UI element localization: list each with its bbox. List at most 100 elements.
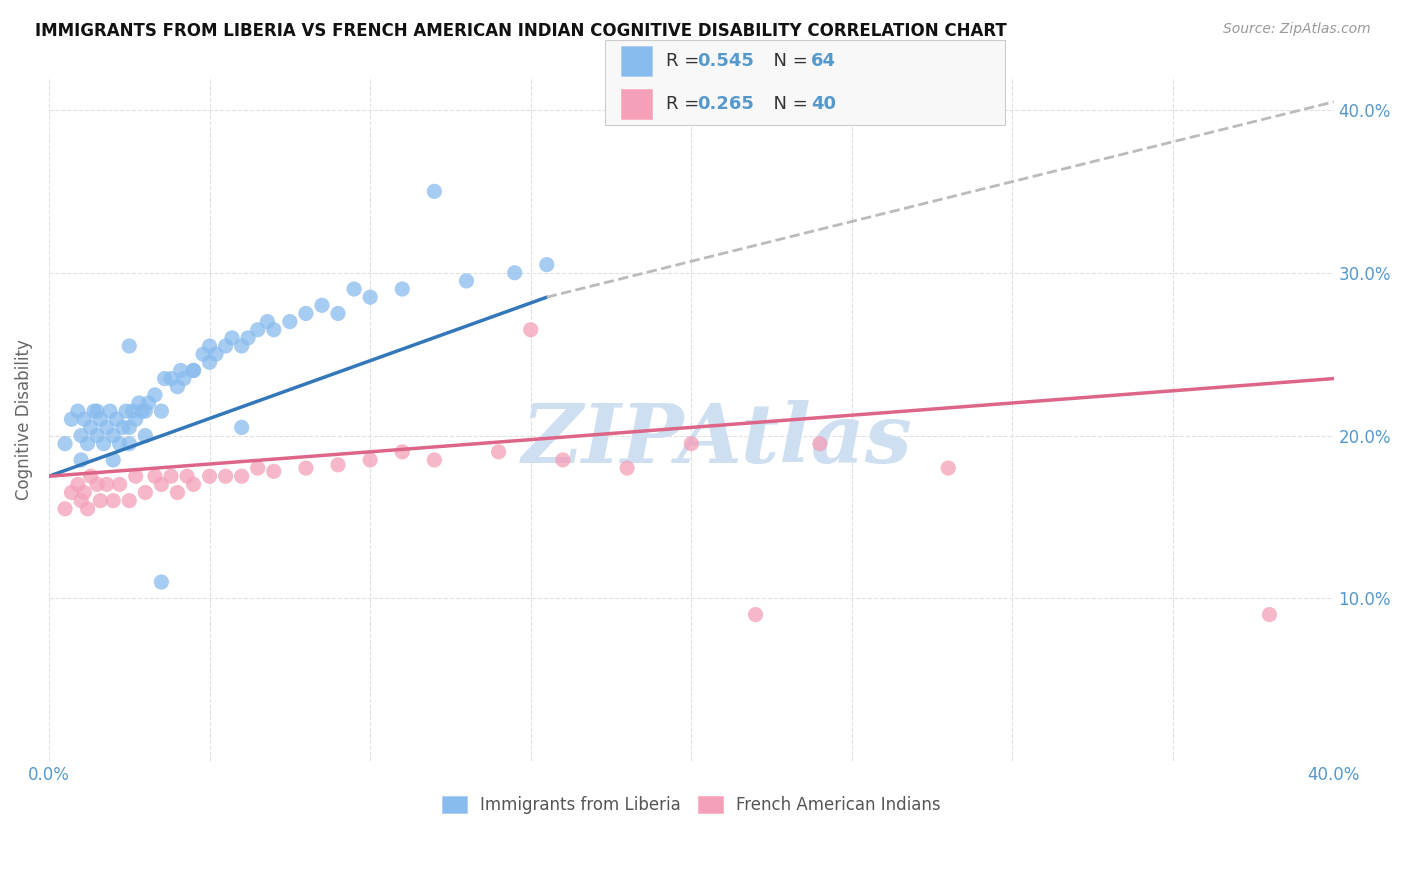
Point <box>681 436 703 450</box>
Point <box>103 428 125 442</box>
Point <box>183 363 205 377</box>
Point <box>73 485 96 500</box>
Point <box>936 461 959 475</box>
Point <box>278 315 301 329</box>
Point <box>173 371 195 385</box>
Point <box>231 339 253 353</box>
Point <box>93 436 115 450</box>
Point <box>118 493 141 508</box>
Point <box>121 404 143 418</box>
Point <box>536 258 558 272</box>
Point <box>134 404 156 418</box>
Point <box>214 469 236 483</box>
Point <box>221 331 243 345</box>
Point <box>198 339 221 353</box>
Point <box>456 274 478 288</box>
Point <box>166 485 188 500</box>
Point <box>98 404 121 418</box>
Point <box>83 404 105 418</box>
Point <box>105 412 128 426</box>
Point <box>183 363 205 377</box>
Point <box>176 469 198 483</box>
Point <box>236 331 259 345</box>
Point <box>191 347 214 361</box>
Y-axis label: Cognitive Disability: Cognitive Disability <box>15 339 32 500</box>
Point <box>60 412 83 426</box>
Point <box>160 469 183 483</box>
Point <box>70 493 93 508</box>
Point <box>118 420 141 434</box>
Text: 0.545: 0.545 <box>697 53 754 70</box>
Point <box>86 404 108 418</box>
Point <box>80 469 103 483</box>
Point <box>80 420 103 434</box>
Point <box>359 290 381 304</box>
Point <box>53 436 76 450</box>
Point <box>343 282 366 296</box>
Point <box>166 380 188 394</box>
Point <box>76 436 98 450</box>
Point <box>134 428 156 442</box>
Point <box>616 461 638 475</box>
Text: R =: R = <box>666 95 706 112</box>
Point <box>66 477 89 491</box>
Point <box>160 371 183 385</box>
Text: 0.265: 0.265 <box>697 95 754 112</box>
Point <box>263 323 285 337</box>
Point <box>205 347 228 361</box>
Point <box>115 404 138 418</box>
Point <box>551 453 574 467</box>
Point <box>103 453 125 467</box>
Text: N =: N = <box>762 95 814 112</box>
Point <box>326 306 349 320</box>
Point <box>246 461 269 475</box>
Point <box>326 458 349 472</box>
Point <box>103 493 125 508</box>
Point <box>231 469 253 483</box>
Point <box>60 485 83 500</box>
Point <box>53 501 76 516</box>
Text: IMMIGRANTS FROM LIBERIA VS FRENCH AMERICAN INDIAN COGNITIVE DISABILITY CORRELATI: IMMIGRANTS FROM LIBERIA VS FRENCH AMERIC… <box>35 22 1007 40</box>
Point <box>138 396 160 410</box>
Point <box>423 453 446 467</box>
Point <box>76 501 98 516</box>
Point <box>153 371 176 385</box>
Point <box>89 493 111 508</box>
Legend: Immigrants from Liberia, French American Indians: Immigrants from Liberia, French American… <box>441 796 941 814</box>
Point <box>169 363 191 377</box>
Point <box>125 469 148 483</box>
Point <box>295 306 318 320</box>
Text: R =: R = <box>666 53 706 70</box>
Point <box>125 412 148 426</box>
Point <box>423 185 446 199</box>
Point <box>1258 607 1281 622</box>
Point <box>96 420 118 434</box>
Point <box>359 453 381 467</box>
Point <box>143 388 166 402</box>
Point <box>86 428 108 442</box>
Point <box>66 404 89 418</box>
Point <box>744 607 766 622</box>
Text: 40: 40 <box>811 95 837 112</box>
Point <box>108 436 131 450</box>
Text: Source: ZipAtlas.com: Source: ZipAtlas.com <box>1223 22 1371 37</box>
Point <box>89 412 111 426</box>
Point <box>391 282 413 296</box>
Point <box>134 485 156 500</box>
Point <box>519 323 541 337</box>
Point <box>86 477 108 491</box>
Point <box>118 339 141 353</box>
Point <box>131 404 153 418</box>
Point <box>150 477 173 491</box>
Point <box>198 469 221 483</box>
Point <box>391 445 413 459</box>
Text: 64: 64 <box>811 53 837 70</box>
Point <box>183 477 205 491</box>
Point <box>808 436 831 450</box>
Point <box>70 428 93 442</box>
Point <box>295 461 318 475</box>
Point <box>198 355 221 369</box>
Point <box>231 420 253 434</box>
Point <box>73 412 96 426</box>
Point <box>108 477 131 491</box>
